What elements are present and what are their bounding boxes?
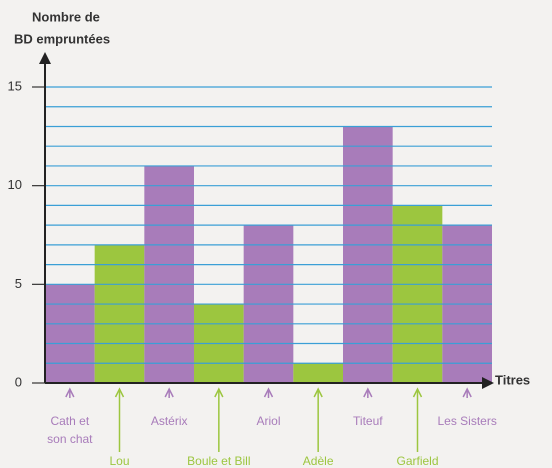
x-tick-label: Adèle — [302, 454, 334, 468]
x-tick-label: Les Sisters — [437, 414, 497, 428]
label-arrow-head — [214, 387, 224, 398]
bar — [45, 284, 95, 383]
y-tick-label: 15 — [8, 78, 22, 93]
x-axis-arrow — [482, 377, 494, 389]
y-axis-arrow — [39, 52, 51, 64]
bar — [343, 126, 393, 383]
label-arrow-head — [363, 387, 373, 398]
label-arrow-head — [114, 387, 125, 398]
bar — [293, 363, 343, 383]
x-tick-label: Astérix — [150, 414, 188, 428]
y-tick-label: 0 — [15, 374, 22, 389]
x-tick-label: Cath et son chat — [47, 414, 93, 446]
label-arrow-head — [462, 387, 472, 398]
x-tick-label: Boule et Bill — [187, 454, 251, 468]
y-tick-label: 10 — [8, 177, 22, 192]
x-tick-label: Titeuf — [353, 414, 383, 428]
x-tick-label: Lou — [109, 454, 130, 468]
y-axis-title: Nombre de — [32, 9, 100, 24]
x-tick-label: Garfield — [396, 454, 439, 468]
label-arrow-head — [65, 387, 75, 398]
bar — [392, 205, 443, 383]
bar — [94, 244, 145, 383]
label-arrow-head — [412, 387, 423, 398]
x-axis-title: Titres — [495, 372, 530, 387]
y-axis-title: BD empruntées — [14, 31, 110, 46]
label-arrow-head — [164, 387, 174, 398]
y-tick-label: 5 — [15, 276, 22, 291]
label-arrow-head — [263, 387, 274, 398]
bar — [144, 165, 194, 383]
label-arrow-head — [313, 387, 323, 398]
x-tick-label: Ariol — [256, 414, 281, 428]
